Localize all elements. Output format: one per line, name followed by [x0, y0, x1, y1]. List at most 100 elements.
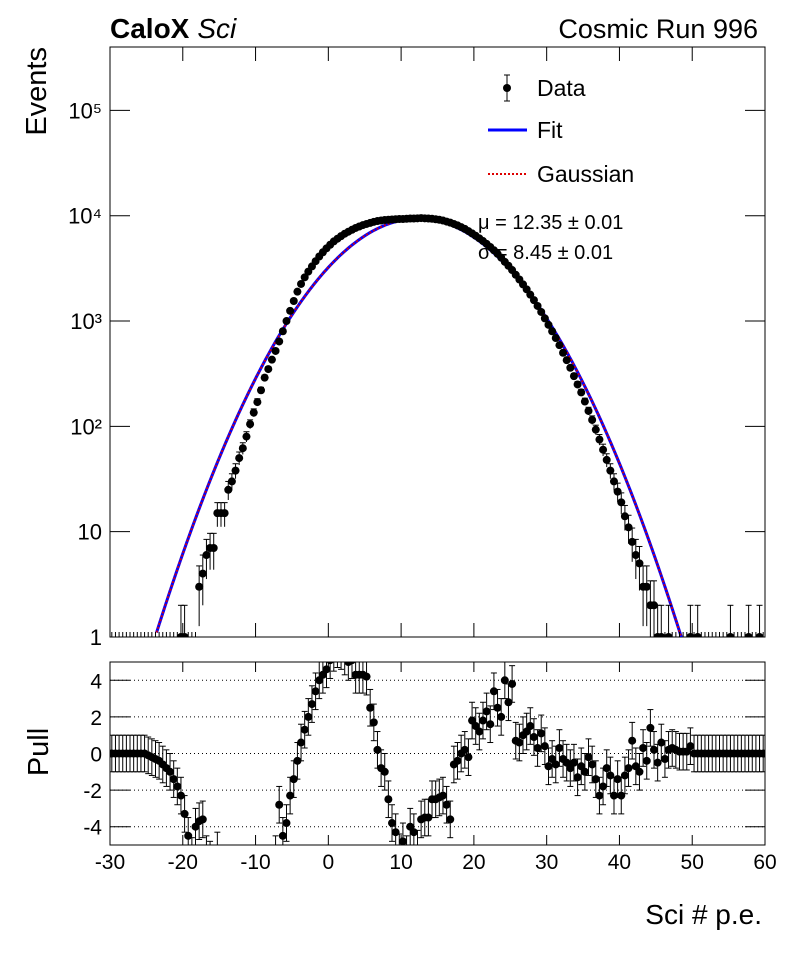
data-point: [599, 445, 608, 454]
pull-point: [497, 712, 506, 721]
pull-point: [282, 819, 291, 828]
pull-point: [544, 762, 553, 771]
data-point: [657, 633, 666, 637]
pull-point: [639, 744, 648, 753]
data-point: [249, 408, 258, 417]
data-point: [588, 415, 597, 424]
data-point: [267, 355, 276, 364]
pull-point: [620, 771, 629, 780]
data-point: [238, 444, 247, 453]
pull-point: [300, 725, 309, 734]
pull-point: [617, 791, 626, 800]
pull-point: [482, 707, 491, 716]
data-point: [631, 551, 640, 560]
y-tick-label: 4: [90, 670, 102, 693]
pull-point: [573, 773, 582, 782]
y-tick-label: 10³: [70, 309, 102, 334]
pull-point: [686, 742, 695, 751]
data-point: [551, 334, 560, 343]
data-point: [271, 346, 280, 355]
pull-point: [486, 720, 495, 729]
run-label: Cosmic Run 996: [558, 14, 758, 44]
data-point: [562, 356, 571, 365]
detector: Sci: [197, 13, 237, 44]
data-point: [529, 296, 538, 305]
data-point: [573, 380, 582, 389]
pull-point: [198, 815, 207, 824]
data-point: [198, 569, 207, 578]
pull-point: [595, 791, 604, 800]
x-tick-label: 10: [389, 851, 412, 874]
pull-point: [624, 764, 633, 773]
pull-point: [660, 754, 669, 763]
x-tick-label: 20: [462, 851, 485, 874]
data-point: [278, 327, 287, 336]
pull-point: [373, 745, 382, 754]
pull-point: [409, 828, 418, 837]
data-point: [755, 633, 764, 637]
x-tick-label: 0: [322, 851, 334, 874]
pull-point: [475, 727, 484, 736]
data-point: [224, 485, 233, 494]
pull-point: [537, 729, 546, 738]
fit-annotation: σ = 8.45 ± 0.01: [478, 242, 613, 264]
data-point: [286, 306, 295, 315]
data-point: [289, 296, 298, 305]
data-point: [231, 466, 240, 475]
pull-point: [380, 767, 389, 776]
pull-point: [362, 672, 371, 681]
y-tick-label: 10²: [70, 414, 102, 439]
pull-point: [551, 760, 560, 769]
data-point: [609, 477, 618, 486]
data-point: [555, 341, 564, 350]
data-point: [540, 314, 549, 323]
pull-point: [650, 745, 659, 754]
legend: Data Fit Gaussian: [488, 74, 634, 187]
y-tick-label: 2: [90, 707, 102, 730]
pull-point: [286, 791, 295, 800]
pull-point: [508, 679, 517, 688]
pull-point: [446, 815, 455, 824]
pull-point: [166, 767, 175, 776]
data-point: [595, 435, 604, 444]
data-point: [537, 307, 546, 316]
pull-point: [176, 791, 185, 800]
pull-point: [526, 722, 535, 731]
y-axis-label: Events: [21, 47, 53, 136]
pull-point: [275, 800, 284, 809]
pull-point: [366, 703, 375, 712]
pull-point: [293, 756, 302, 765]
y-tick-label: 10: [78, 520, 102, 545]
data-point: [624, 523, 633, 532]
pull-point: [515, 738, 524, 747]
pull-point: [311, 687, 320, 696]
y-tick-label: 10⁴: [68, 204, 102, 229]
pull-point: [304, 712, 313, 721]
x-tick-label: -20: [168, 851, 198, 874]
pull-point: [398, 837, 407, 845]
data-point: [246, 420, 255, 429]
data-point: [650, 601, 659, 610]
legend-label: Fit: [537, 117, 563, 143]
x-tick-label: -10: [240, 851, 270, 874]
pull-point: [184, 831, 193, 840]
data-point: [602, 455, 611, 464]
data-point: [202, 551, 211, 560]
data-point: [533, 301, 542, 310]
pull-point: [180, 809, 189, 818]
pull-point: [369, 718, 378, 727]
data-point: [548, 327, 557, 336]
pull-point: [580, 767, 589, 776]
y-tick-label: -4: [83, 817, 102, 840]
data-point: [209, 543, 218, 552]
data-point: [293, 287, 302, 296]
data-point: [544, 320, 553, 329]
data-point: [253, 398, 262, 407]
pull-point: [504, 698, 513, 707]
pull-point: [588, 760, 597, 769]
x-axis-label: Sci # p.e.: [645, 899, 762, 930]
data-point: [566, 363, 575, 372]
pull-point: [297, 738, 306, 747]
data-point: [275, 337, 284, 346]
legend-label: Data: [537, 75, 586, 101]
